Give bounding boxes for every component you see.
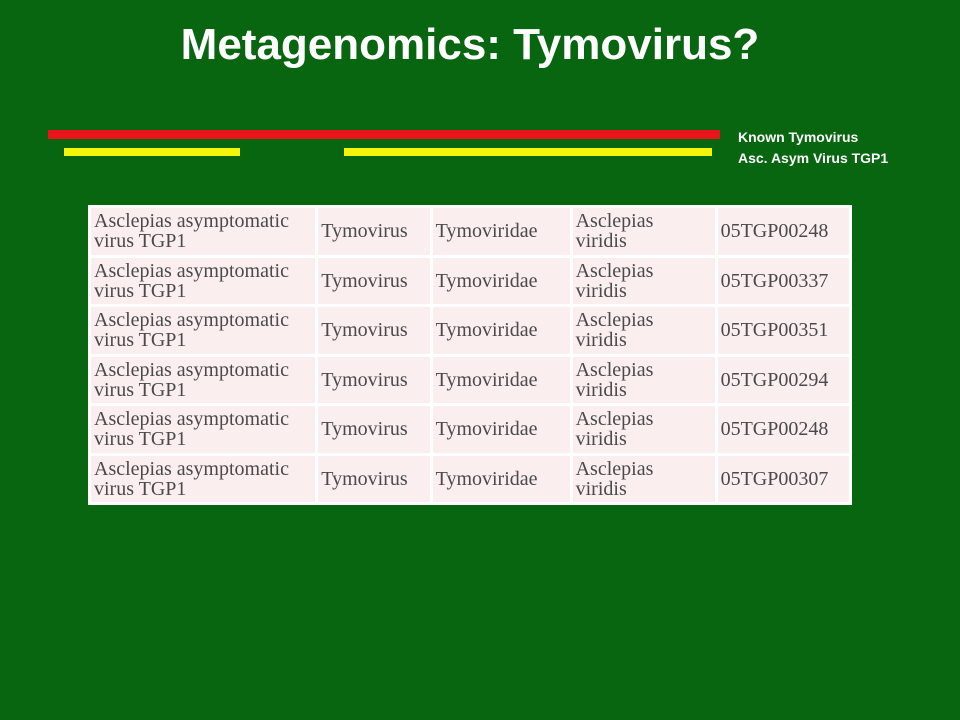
virus-cell: Asclepias asymptomatic virus TGP1: [91, 257, 316, 304]
virus-name-line-2: virus TGP1: [94, 279, 187, 302]
virus-cell: Asclepias asymptomatic virus TGP1: [91, 208, 316, 255]
results-table: Asclepias asymptomatic virus TGP1 Tymovir…: [88, 205, 852, 505]
virus-name-line-2: virus TGP1: [94, 329, 187, 352]
table-row: Asclepias asymptomatic virus TGP1 Tymovir…: [91, 406, 849, 453]
sample-cell: 05TGP00337: [717, 257, 849, 304]
host-cell: Asclepias viridis: [572, 356, 715, 403]
host-line-1: Asclepias: [575, 210, 654, 233]
host-cell: Asclepias viridis: [572, 455, 715, 502]
host-cell: Asclepias viridis: [572, 208, 715, 255]
table-row: Asclepias asymptomatic virus TGP1 Tymovir…: [91, 257, 849, 304]
host-line-2: viridis: [575, 428, 627, 451]
sample-cell: 05TGP00248: [717, 208, 849, 255]
family-cell: Tymoviridae: [432, 208, 570, 255]
family-cell: Tymoviridae: [432, 406, 570, 453]
virus-name-line-2: virus TGP1: [94, 230, 187, 253]
table-row: Asclepias asymptomatic virus TGP1 Tymovir…: [91, 208, 849, 255]
virus-name-line-1: Asclepias asymptomatic: [94, 309, 289, 332]
family-cell: Tymoviridae: [432, 257, 570, 304]
table-row: Asclepias asymptomatic virus TGP1 Tymovir…: [91, 356, 849, 403]
virus-cell: Asclepias asymptomatic virus TGP1: [91, 307, 316, 354]
genus-cell: Tymovirus: [318, 356, 430, 403]
tgp1-match-bar-1: [64, 148, 240, 156]
host-line-2: viridis: [575, 378, 627, 401]
table-row: Asclepias asymptomatic virus TGP1 Tymovir…: [91, 307, 849, 354]
results-table-container: Asclepias asymptomatic virus TGP1 Tymovir…: [88, 205, 852, 505]
virus-name-line-1: Asclepias asymptomatic: [94, 358, 289, 381]
virus-name-line-2: virus TGP1: [94, 428, 187, 451]
host-cell: Asclepias viridis: [572, 406, 715, 453]
virus-cell: Asclepias asymptomatic virus TGP1: [91, 356, 316, 403]
family-cell: Tymoviridae: [432, 455, 570, 502]
virus-name-line-2: virus TGP1: [94, 477, 187, 500]
family-cell: Tymoviridae: [432, 307, 570, 354]
page-title: Metagenomics: Tymovirus?: [180, 20, 760, 69]
table-row: Asclepias asymptomatic virus TGP1 Tymovir…: [91, 455, 849, 502]
host-line-1: Asclepias: [575, 408, 654, 431]
virus-name-line-1: Asclepias asymptomatic: [94, 408, 289, 431]
sample-cell: 05TGP00351: [717, 307, 849, 354]
genus-cell: Tymovirus: [318, 455, 430, 502]
host-line-1: Asclepias: [575, 358, 654, 381]
virus-name-line-2: virus TGP1: [94, 378, 187, 401]
tgp1-match-bar-2: [344, 148, 712, 156]
known-tymovirus-bar: [48, 130, 720, 139]
virus-name-line-1: Asclepias asymptomatic: [94, 457, 289, 480]
host-line-2: viridis: [575, 329, 627, 352]
host-line-1: Asclepias: [575, 309, 654, 332]
virus-cell: Asclepias asymptomatic virus TGP1: [91, 406, 316, 453]
host-line-2: viridis: [575, 230, 627, 253]
sample-cell: 05TGP00294: [717, 356, 849, 403]
virus-name-line-1: Asclepias asymptomatic: [94, 210, 289, 233]
host-cell: Asclepias viridis: [572, 257, 715, 304]
legend-known-tymovirus: Known Tymovirus: [738, 129, 859, 145]
genus-cell: Tymovirus: [318, 406, 430, 453]
host-cell: Asclepias viridis: [572, 307, 715, 354]
host-line-2: viridis: [575, 477, 627, 500]
legend: Known Tymovirus Asc. Asym Virus TGP1: [738, 127, 888, 169]
sample-cell: 05TGP00248: [717, 406, 849, 453]
genus-cell: Tymovirus: [318, 307, 430, 354]
host-line-1: Asclepias: [575, 457, 654, 480]
family-cell: Tymoviridae: [432, 356, 570, 403]
sample-cell: 05TGP00307: [717, 455, 849, 502]
host-line-2: viridis: [575, 279, 627, 302]
genus-cell: Tymovirus: [318, 208, 430, 255]
genus-cell: Tymovirus: [318, 257, 430, 304]
host-line-1: Asclepias: [575, 259, 654, 282]
virus-name-line-1: Asclepias asymptomatic: [94, 259, 289, 282]
legend-tgp1: Asc. Asym Virus TGP1: [738, 150, 889, 166]
virus-cell: Asclepias asymptomatic virus TGP1: [91, 455, 316, 502]
